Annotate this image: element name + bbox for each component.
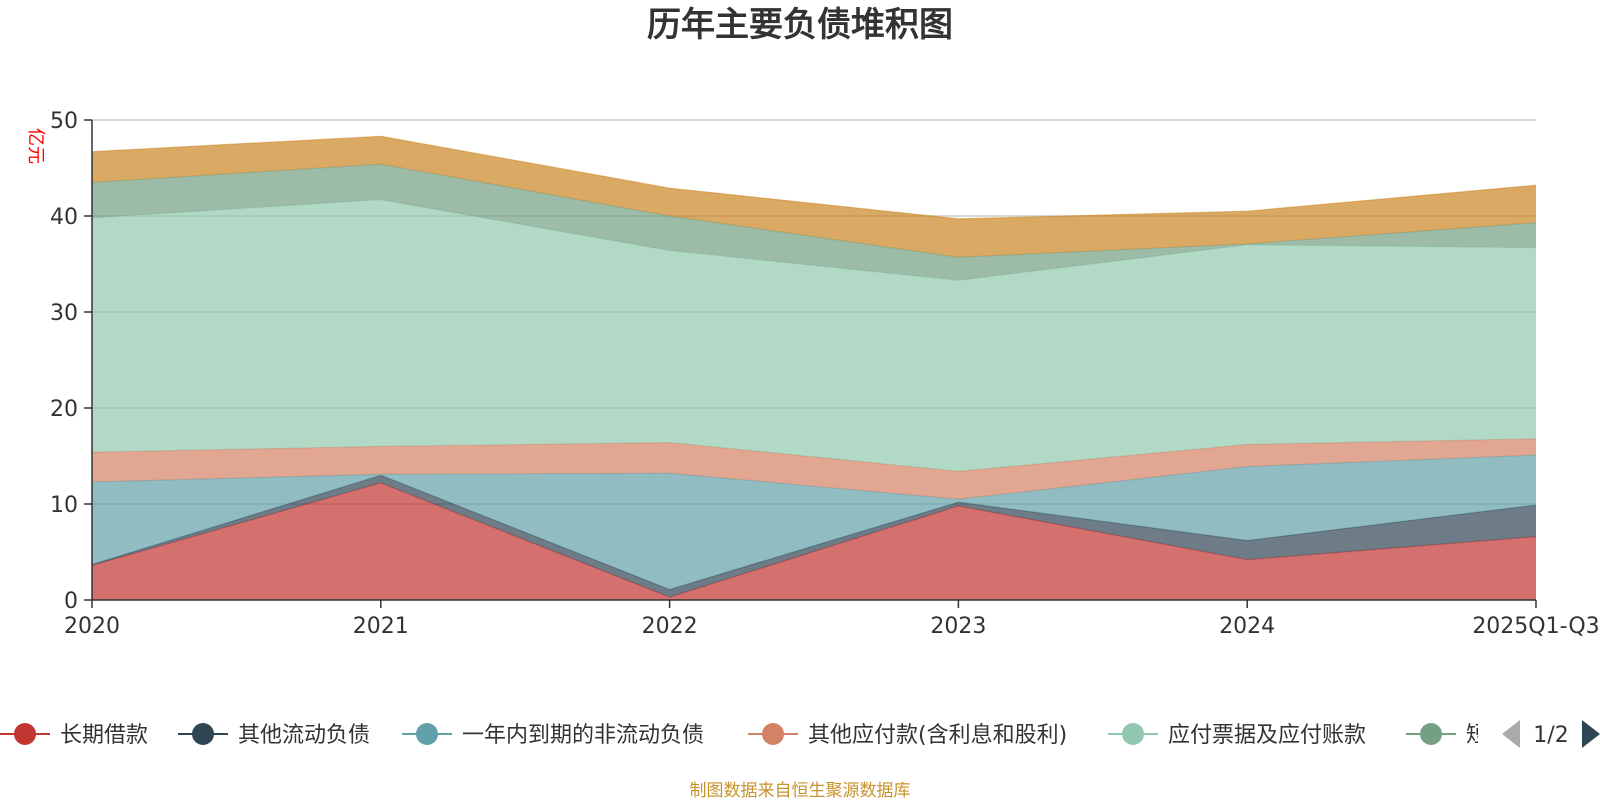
y-tick-label-30: 30: [50, 301, 78, 326]
legend-item-5[interactable]: 应付票据及应付账款: [1108, 723, 1366, 748]
y-tick-label-10: 10: [50, 493, 78, 518]
legend-item-3[interactable]: 一年内到期的非流动负债: [402, 723, 704, 748]
legend-prev-page-icon[interactable]: [1502, 720, 1520, 748]
series-area-7: [92, 136, 1536, 258]
x-tick-label-3: 2022: [642, 614, 698, 639]
legend-circle-marker: [1122, 723, 1144, 745]
y-tick-label-40: 40: [50, 205, 78, 230]
legend[interactable]: 长期借款 其他流动负债 一年内到期的非流动负债 其他应付款(含利息和股利) 应付票据及应…: [0, 712, 1600, 758]
legend-circle-marker: [416, 723, 438, 745]
series-area-5: [92, 199, 1536, 472]
axes: 0 10 20 30 40 50 2020 2021 2022 2023 2024 2025Q1-Q3: [50, 109, 1600, 639]
x-tick-label-2: 2021: [353, 614, 409, 639]
legend-item-6[interactable]: 短: [1406, 723, 1488, 748]
series-area-2: [92, 475, 1536, 598]
x-tick-label-4: 2023: [930, 614, 986, 639]
legend-circle-marker: [14, 723, 36, 745]
legend-circle-marker: [762, 723, 784, 745]
legend-label: 其他流动负债: [238, 723, 370, 748]
series-area-6: [92, 164, 1536, 281]
legend-label: 其他应付款(含利息和股利): [808, 723, 1067, 748]
chart-source-footer: 制图数据来自恒生聚源数据库: [690, 781, 911, 800]
y-tick-label-0: 0: [64, 589, 78, 614]
legend-next-page-icon[interactable]: [1582, 720, 1600, 748]
legend-label: 应付票据及应付账款: [1168, 723, 1366, 748]
x-tick-label-5: 2024: [1219, 614, 1275, 639]
series-line-1: [91, 482, 1537, 598]
plot-areas: [91, 135, 1537, 600]
legend-label: 一年内到期的非流动负债: [462, 723, 704, 748]
y-axis-unit-label: 亿元: [25, 128, 46, 164]
legend-label: 长期借款: [60, 723, 148, 748]
legend-item-2[interactable]: 其他流动负债: [178, 723, 370, 748]
legend-circle-marker: [1420, 723, 1442, 745]
series-area-1: [92, 482, 1536, 600]
legend-page-indicator: 1/2: [1533, 723, 1568, 748]
legend-item-1[interactable]: 长期借款: [0, 723, 148, 748]
y-tick-label-50: 50: [50, 109, 78, 134]
series-area-3: [92, 455, 1536, 590]
series-line-7: [91, 135, 1537, 220]
legend-clip-mask: [1478, 712, 1600, 758]
series-area-4: [92, 438, 1536, 500]
x-tick-label-6: 2025Q1-Q3: [1472, 614, 1599, 639]
legend-circle-marker: [192, 723, 214, 745]
y-tick-label-20: 20: [50, 397, 78, 422]
chart-title: 历年主要负债堆积图: [647, 5, 953, 45]
legend-item-4[interactable]: 其他应付款(含利息和股利): [748, 723, 1067, 748]
x-tick-label-1: 2020: [64, 614, 120, 639]
